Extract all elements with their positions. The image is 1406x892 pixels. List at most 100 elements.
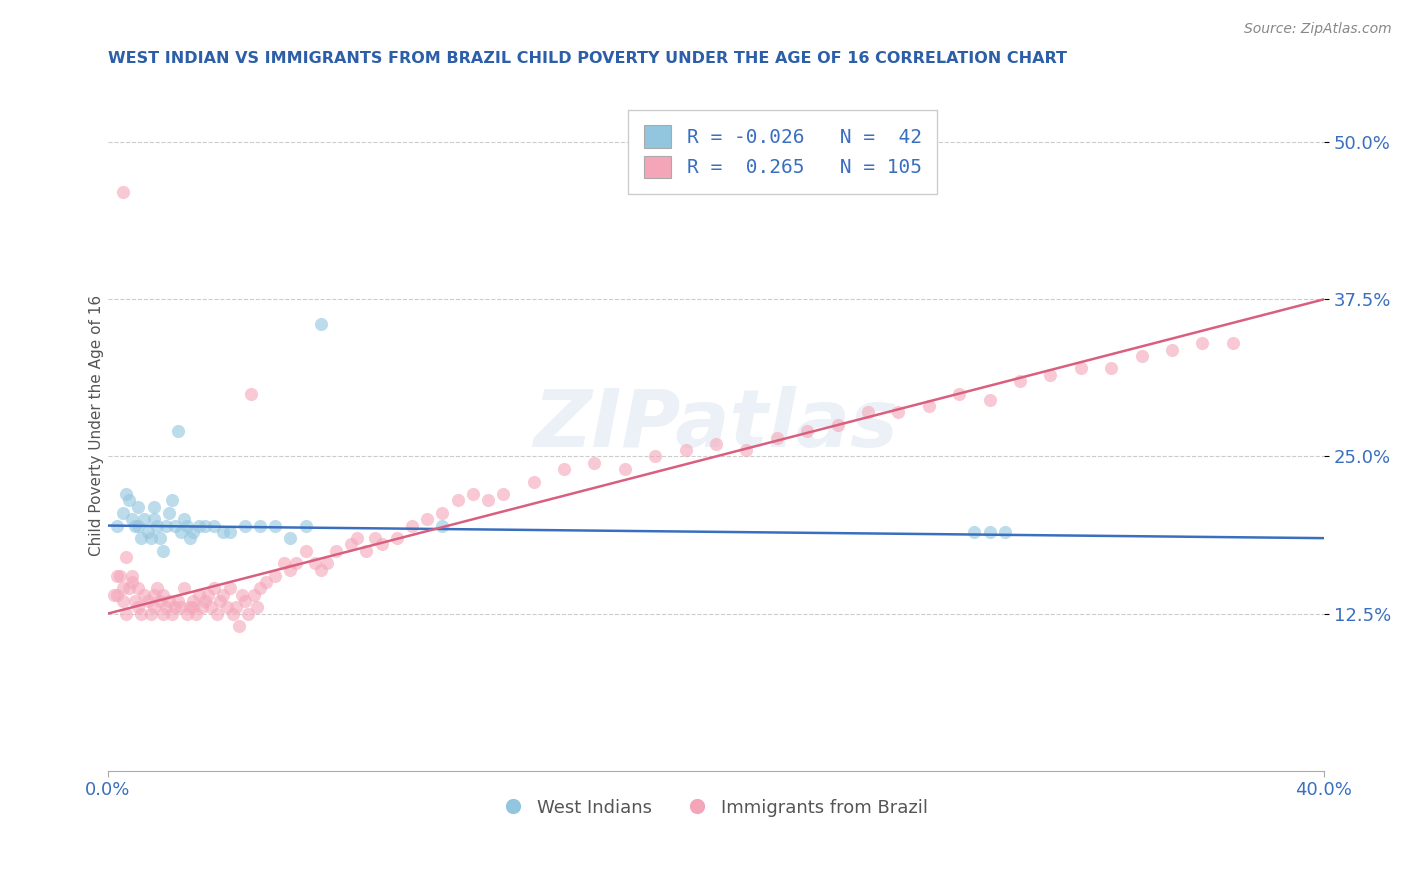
Point [157, 594, 180, 608]
Point [675, 443, 697, 458]
Text: Source: ZipAtlas.com: Source: ZipAtlas.com [1244, 22, 1392, 37]
Point [121, 569, 143, 583]
Point [239, 386, 262, 401]
Point [979, 392, 1001, 407]
Point [522, 475, 544, 489]
Point [1191, 336, 1213, 351]
Point [103, 588, 125, 602]
Point [118, 493, 141, 508]
Point [416, 512, 439, 526]
Point [401, 518, 423, 533]
Point [264, 569, 287, 583]
Point [163, 600, 186, 615]
Point [115, 549, 138, 564]
Point [200, 600, 222, 615]
Point [249, 582, 271, 596]
Point [212, 588, 235, 602]
Point [142, 500, 165, 514]
Point [704, 437, 727, 451]
Point [446, 493, 468, 508]
Point [212, 524, 235, 539]
Point [233, 594, 256, 608]
Point [115, 607, 138, 621]
Point [131, 607, 153, 621]
Point [127, 582, 149, 596]
Point [152, 607, 174, 621]
Point [309, 318, 332, 332]
Point [176, 518, 198, 533]
Point [948, 386, 970, 401]
Point [492, 487, 515, 501]
Point [127, 518, 149, 533]
Point [1222, 336, 1244, 351]
Point [194, 594, 217, 608]
Point [170, 600, 193, 615]
Point [121, 512, 143, 526]
Point [273, 556, 295, 570]
Y-axis label: Child Poverty Under the Age of 16: Child Poverty Under the Age of 16 [90, 294, 104, 556]
Point [136, 594, 159, 608]
Point [644, 450, 666, 464]
Legend: West Indians, Immigrants from Brazil: West Indians, Immigrants from Brazil [498, 791, 935, 824]
Point [432, 518, 454, 533]
Point [112, 582, 135, 596]
Point [432, 506, 454, 520]
Point [142, 512, 165, 526]
Point [315, 556, 337, 570]
Point [145, 518, 167, 533]
Point [170, 524, 193, 539]
Point [152, 588, 174, 602]
Point [280, 563, 302, 577]
Point [963, 524, 986, 539]
Point [127, 500, 149, 514]
Point [221, 607, 243, 621]
Point [207, 607, 229, 621]
Point [856, 405, 879, 419]
Point [1039, 368, 1062, 382]
Point [346, 531, 368, 545]
Point [149, 531, 172, 545]
Point [179, 531, 201, 545]
Point [155, 518, 177, 533]
Point [280, 531, 302, 545]
Point [243, 588, 266, 602]
Point [370, 537, 392, 551]
Point [246, 600, 269, 615]
Point [105, 569, 128, 583]
Point [202, 518, 225, 533]
Point [613, 462, 636, 476]
Point [121, 575, 143, 590]
Point [160, 493, 183, 508]
Point [796, 425, 818, 439]
Point [105, 518, 128, 533]
Point [979, 524, 1001, 539]
Point [218, 524, 240, 539]
Point [152, 543, 174, 558]
Point [134, 588, 156, 602]
Point [155, 600, 177, 615]
Point [191, 600, 214, 615]
Point [197, 588, 219, 602]
Point [194, 518, 217, 533]
Point [385, 531, 408, 545]
Point [477, 493, 499, 508]
Point [105, 588, 128, 602]
Point [294, 518, 316, 533]
Point [583, 456, 606, 470]
Point [142, 588, 165, 602]
Point [112, 186, 135, 200]
Point [356, 543, 378, 558]
Point [225, 600, 247, 615]
Point [304, 556, 326, 570]
Point [181, 594, 204, 608]
Point [1099, 361, 1122, 376]
Point [231, 588, 253, 602]
Point [1070, 361, 1092, 376]
Point [145, 582, 167, 596]
Point [249, 518, 271, 533]
Point [167, 594, 190, 608]
Point [173, 512, 195, 526]
Point [134, 512, 156, 526]
Point [124, 518, 146, 533]
Point [186, 607, 208, 621]
